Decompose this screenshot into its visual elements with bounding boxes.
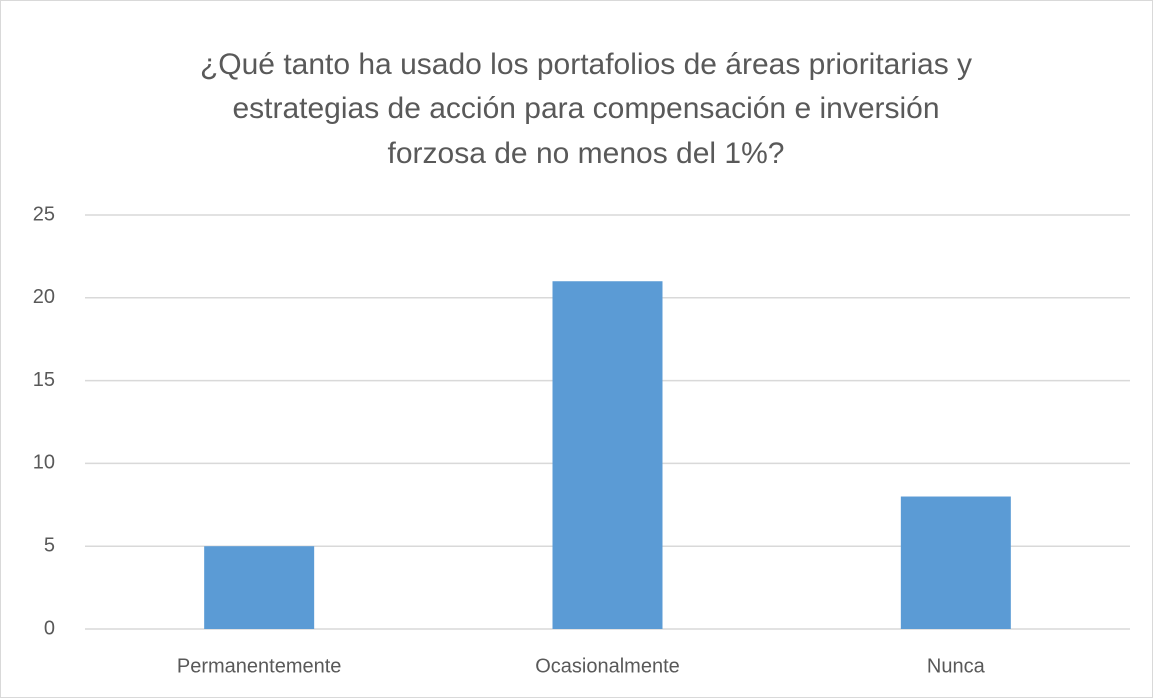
bar <box>900 496 1011 629</box>
x-tick-label: Nunca <box>927 655 986 677</box>
y-tick-label: 20 <box>33 286 55 308</box>
y-tick-label: 25 <box>33 203 55 225</box>
bar <box>204 546 315 629</box>
x-tick-label: Permanentemente <box>177 655 342 677</box>
y-tick-label: 15 <box>33 369 55 391</box>
y-tick-label: 0 <box>44 617 55 639</box>
chart-title: ¿Qué tanto ha usado los portafolios de á… <box>200 48 972 81</box>
y-tick-label: 10 <box>33 452 55 474</box>
bar <box>552 281 663 629</box>
chart-title: estrategias de acción para compensación … <box>232 92 939 125</box>
x-tick-label: Ocasionalmente <box>535 655 680 677</box>
y-tick-label: 5 <box>44 534 55 556</box>
chart-title: forzosa de no menos del 1%? <box>388 137 785 170</box>
